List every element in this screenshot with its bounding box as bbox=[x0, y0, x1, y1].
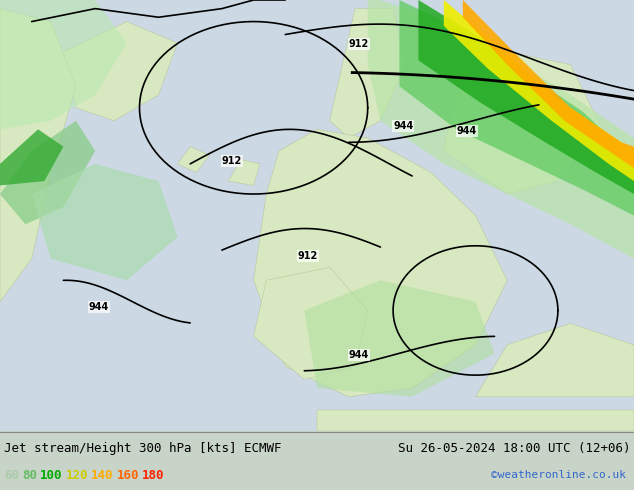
Text: Su 26-05-2024 18:00 UTC (12+06): Su 26-05-2024 18:00 UTC (12+06) bbox=[398, 442, 630, 455]
Polygon shape bbox=[444, 52, 602, 194]
Polygon shape bbox=[0, 9, 76, 302]
Polygon shape bbox=[0, 129, 63, 185]
Polygon shape bbox=[254, 268, 368, 379]
Text: ©weatheronline.co.uk: ©weatheronline.co.uk bbox=[491, 470, 626, 480]
Text: 60: 60 bbox=[4, 469, 19, 482]
Polygon shape bbox=[330, 9, 406, 138]
Text: Jet stream/Height 300 hPa [kts] ECMWF: Jet stream/Height 300 hPa [kts] ECMWF bbox=[4, 442, 281, 455]
Text: 944: 944 bbox=[89, 302, 109, 313]
Text: 944: 944 bbox=[393, 122, 413, 131]
Polygon shape bbox=[178, 147, 209, 172]
PathPatch shape bbox=[368, 0, 634, 259]
Polygon shape bbox=[317, 410, 634, 431]
Text: 160: 160 bbox=[117, 469, 139, 482]
Text: 912: 912 bbox=[298, 251, 318, 261]
Text: 912: 912 bbox=[349, 39, 369, 49]
Text: 912: 912 bbox=[222, 156, 242, 166]
Polygon shape bbox=[0, 121, 95, 224]
Text: 100: 100 bbox=[40, 469, 63, 482]
PathPatch shape bbox=[463, 0, 634, 168]
Text: 944: 944 bbox=[349, 350, 369, 360]
Text: 120: 120 bbox=[65, 469, 88, 482]
Text: 180: 180 bbox=[142, 469, 164, 482]
Text: 80: 80 bbox=[22, 469, 37, 482]
Text: 140: 140 bbox=[91, 469, 113, 482]
PathPatch shape bbox=[418, 0, 634, 194]
PathPatch shape bbox=[444, 0, 634, 181]
PathPatch shape bbox=[399, 0, 634, 216]
Polygon shape bbox=[0, 0, 127, 129]
Polygon shape bbox=[32, 164, 178, 280]
Polygon shape bbox=[228, 160, 260, 185]
Polygon shape bbox=[476, 323, 634, 397]
Polygon shape bbox=[304, 280, 495, 397]
Polygon shape bbox=[254, 129, 507, 397]
Text: 944: 944 bbox=[456, 125, 477, 136]
Polygon shape bbox=[63, 22, 178, 121]
